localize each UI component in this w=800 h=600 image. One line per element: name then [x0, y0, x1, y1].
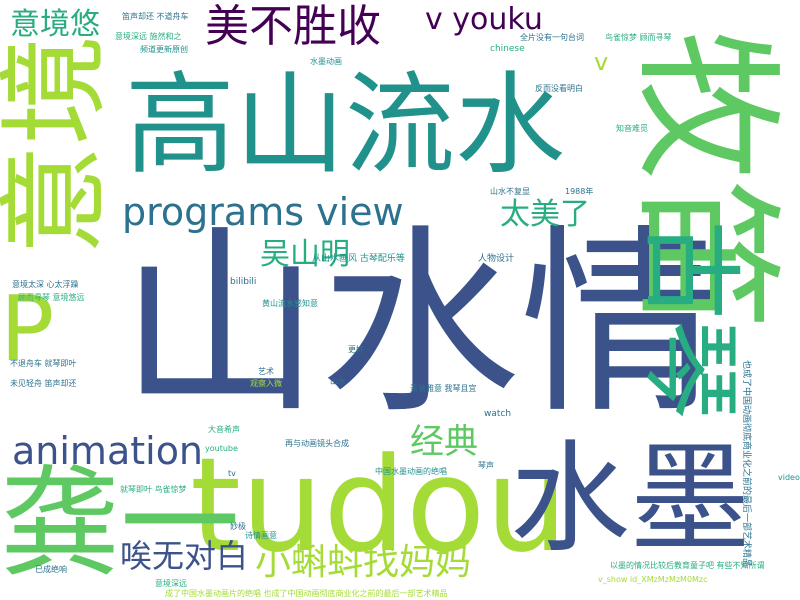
word-bilibili: bilibili — [230, 277, 257, 287]
word-vshow: v_show id_XMzMzMzM0Mzc — [598, 575, 708, 584]
word-1988: 1988年 — [565, 187, 594, 196]
word-weijianqingzhou: 未见轻舟 笛声却还 — [10, 379, 77, 388]
word-shanshuiqing: 山水情 — [120, 208, 721, 441]
word-zaiyudonghua: 再与动画镜头合成 — [285, 439, 349, 448]
word-dayinxisheng: 大音希声 — [208, 425, 240, 434]
word-p: P — [0, 277, 55, 382]
word-xiaokedou: 小蝌蚪找妈妈 — [255, 542, 472, 583]
word-miaoji: 妙极 — [230, 522, 246, 531]
word-tudou: tudou — [190, 429, 568, 581]
word-aiwuduibai: 唉无对白 — [120, 537, 249, 575]
word-taimeile: 太美了 — [500, 197, 590, 232]
word-zhongguoshuimo: 中国水墨动画的绝唱 — [375, 467, 447, 476]
word-huangshan: 黄山流水感知意 — [262, 299, 318, 308]
word-animation: animation — [12, 429, 204, 473]
word-youtube: youtube — [205, 444, 238, 453]
word-shanshui-small: 山水 — [330, 377, 346, 386]
word-tv: tv — [228, 469, 236, 478]
word-guqin: 古琴 — [632, 220, 749, 420]
word-jiuqinjiye: 就琴即叶 鸟雀惊梦 — [120, 485, 187, 494]
word-yichengjuexiang: 已成绝响 — [35, 565, 67, 574]
word-chinese: chinese — [490, 44, 525, 54]
word-yimodeqingkuang: 以墨的情况比较后教育童子吧 有些不知所谓 — [610, 561, 765, 570]
word-congshanshui: 从山水画风 古琴配乐等 — [312, 254, 405, 264]
word-yijing-large: 意境 — [0, 35, 119, 255]
word-guersqin: 顾而寻琴 意境悠远 — [18, 293, 85, 302]
word-shanshuibufu: 山水不复显 — [490, 187, 530, 196]
word-guanchaweiru: 观察入微 — [250, 379, 282, 388]
word-programs-view: programs view — [122, 190, 404, 234]
word-shuimo: 水墨 — [510, 430, 750, 569]
word-zhiyinnanmi: 知音难觅 — [616, 124, 648, 133]
word-niaoquejingmeng: 鸟雀惊梦 顾而寻琴 — [605, 33, 672, 42]
word-quanpian: 全片没有一句台词 — [520, 33, 584, 42]
word-qinsheng: 琴声 — [478, 461, 494, 470]
word-v: v — [594, 48, 609, 76]
word-chengle-long: 成了中国水墨动画片的绝唱 也成了中国动画彻底商业化之前的最后一部艺术精品 — [165, 589, 448, 598]
word-video: video — [778, 473, 800, 482]
word-yijingyou: 意境悠 — [10, 7, 100, 42]
word-suzhuangyayi: 素装雅意 我琴且宜 — [410, 384, 477, 393]
word-jingdian: 经典 — [410, 422, 478, 462]
word-wushanming: 吴山明 — [260, 237, 350, 272]
word-gaoshanliushui: 高山流水 — [125, 61, 565, 189]
word-v-youku: v youku — [425, 2, 543, 37]
word-dishengquehuan: 笛声却还 不道舟车 — [122, 12, 189, 21]
word-yishu: 艺术 — [258, 367, 274, 376]
word-shiqinghuayi: 诗情画意 — [245, 531, 277, 540]
word-renwusheji: 人物设计 — [478, 254, 515, 264]
word-gongyi: 龚一 — [0, 455, 240, 594]
word-yijingshiran: 意境深远 施然和之 — [115, 32, 182, 41]
word-watch: watch — [484, 409, 512, 419]
word-fanermeikan: 反而没看明白 — [535, 84, 583, 93]
word-meibushengshou: 美不胜收 — [205, 1, 381, 52]
word-genghao: 更好 — [348, 345, 364, 354]
word-butuizhouche: 不退舟车 就琴即叶 — [10, 359, 77, 368]
word-yijingtaishen: 意境太深 心太浮躁 — [12, 280, 79, 289]
word-yechengle-vertical: 也成了中国动画彻底商业化之前的最后一部艺术精品 — [741, 360, 751, 568]
word-yijingshenyuan: 意境深远 — [155, 579, 187, 588]
word-pindaogengxin: 频道更新原创 — [140, 45, 188, 54]
word-shuimodonghua: 水墨动画 — [310, 57, 342, 66]
